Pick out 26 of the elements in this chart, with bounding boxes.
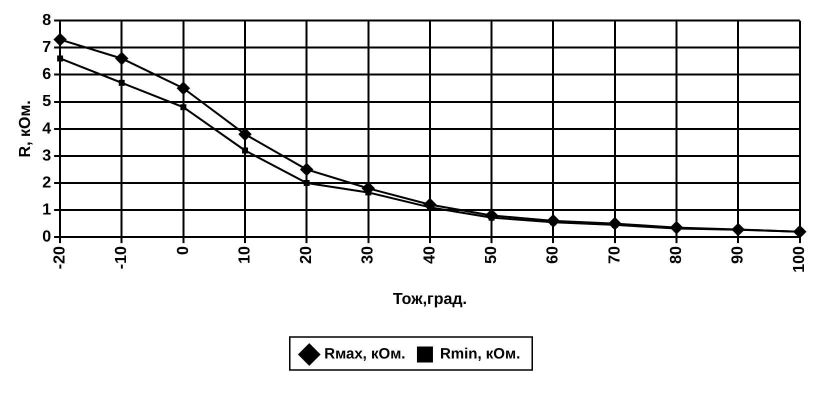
x-tick-label: -10: [113, 246, 130, 270]
y-tick-label: 4: [42, 120, 52, 138]
x-tick-label: 80: [668, 246, 685, 264]
y-axis-title: R, кОм.: [17, 100, 34, 158]
y-tick-label: 7: [42, 39, 52, 56]
legend-label: Rмах, кОм.: [324, 346, 406, 363]
y-tick-label: 2: [42, 174, 52, 192]
x-tick-label: 60: [544, 246, 562, 264]
y-tick-label: 1: [42, 201, 52, 218]
x-tick-label: 10: [236, 246, 254, 264]
x-tick-label: 0: [174, 246, 192, 256]
x-axis-title: Тож,град.: [392, 290, 467, 308]
y-tick-label: 5: [42, 93, 52, 110]
x-tick-label: 70: [606, 246, 624, 264]
legend-label: Rmin, кОм.: [440, 346, 520, 363]
x-tick-label: -20: [52, 246, 69, 270]
x-tick-label: 20: [298, 246, 316, 264]
x-tick-label: 50: [482, 246, 500, 264]
x-tick-label: 30: [360, 246, 377, 264]
x-tick-label: 90: [730, 246, 747, 264]
x-tick-label: 100: [791, 246, 808, 273]
y-tick-label: 0: [42, 228, 52, 246]
y-tick-label: 6: [42, 66, 52, 84]
x-tick-label: 40: [421, 246, 438, 264]
y-tick-label: 3: [42, 147, 52, 164]
y-tick-label: 8: [42, 12, 52, 30]
